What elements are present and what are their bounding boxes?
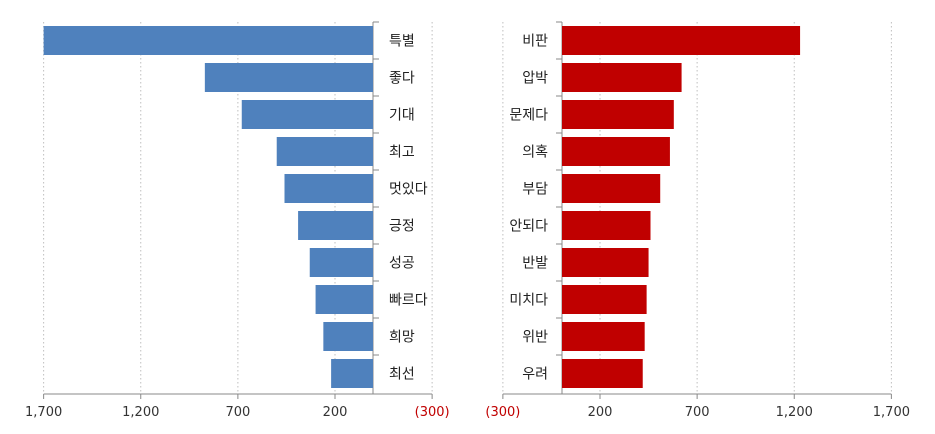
left-category-label: 기대: [389, 108, 415, 124]
left-bar: [315, 285, 373, 314]
right-category-label: 우려: [522, 367, 548, 383]
left-category-label: 희망: [389, 330, 415, 346]
right-category-label: 압박: [522, 71, 548, 87]
left-bar: [323, 322, 373, 351]
right-bar: [562, 100, 674, 129]
right-category-label: 의혹: [522, 145, 548, 161]
right-category-label: 부담: [522, 182, 548, 198]
left-category-label: 빠르다: [389, 293, 428, 309]
left-category-label: 좋다: [389, 71, 415, 87]
right-x-tick-label: (300): [485, 405, 520, 420]
left-x-tick-label: (300): [415, 405, 450, 420]
left-x-tick-label: 1,200: [122, 405, 159, 420]
right-x-tick-label: 200: [588, 405, 613, 420]
right-bar: [562, 359, 643, 388]
right-category-label: 미치다: [509, 293, 548, 309]
left-category-label: 특별: [389, 34, 415, 50]
left-bar: [284, 174, 373, 203]
left-bar: [43, 26, 373, 55]
left-category-label: 긍정: [389, 219, 415, 235]
left-positive-chart: 1,700 1,200 700 200 (300) 특별좋다기대최고멋있다긍정성공빠르다희…: [25, 21, 450, 420]
left-category-label: 최고: [389, 145, 415, 161]
right-x-tick-label: 1,200: [776, 405, 813, 420]
right-bar: [562, 248, 649, 277]
right-category-label: 문제다: [509, 108, 548, 124]
right-bar: [562, 285, 647, 314]
right-bar: [562, 137, 670, 166]
right-bar: [562, 211, 651, 240]
left-x-tick-label: 700: [225, 405, 250, 420]
right-category-label: 안되다: [509, 219, 548, 235]
right-bar: [562, 174, 661, 203]
right-negative-chart: (300) 200 700 1,200 1,700 비판압박문제다의혹부담안되다반발미치다…: [485, 21, 910, 420]
left-bar: [241, 100, 373, 129]
right-bar: [562, 26, 801, 55]
left-bar: [204, 63, 373, 92]
right-bar: [562, 63, 682, 92]
right-x-tick-label: 1,700: [873, 405, 910, 420]
left-bar: [276, 137, 373, 166]
right-category-label: 반발: [522, 256, 548, 272]
right-category-label: 위반: [522, 330, 548, 346]
left-category-label: 멋있다: [389, 182, 428, 198]
left-bar: [331, 359, 373, 388]
left-category-label: 최선: [389, 367, 415, 383]
right-x-tick-label: 700: [685, 405, 710, 420]
left-bar: [298, 211, 373, 240]
left-bar: [309, 248, 373, 277]
left-x-tick-label: 200: [323, 405, 348, 420]
left-category-label: 성공: [389, 256, 415, 272]
left-x-tick-label: 1,700: [25, 405, 62, 420]
right-category-label: 비판: [522, 34, 548, 50]
right-bar: [562, 322, 645, 351]
